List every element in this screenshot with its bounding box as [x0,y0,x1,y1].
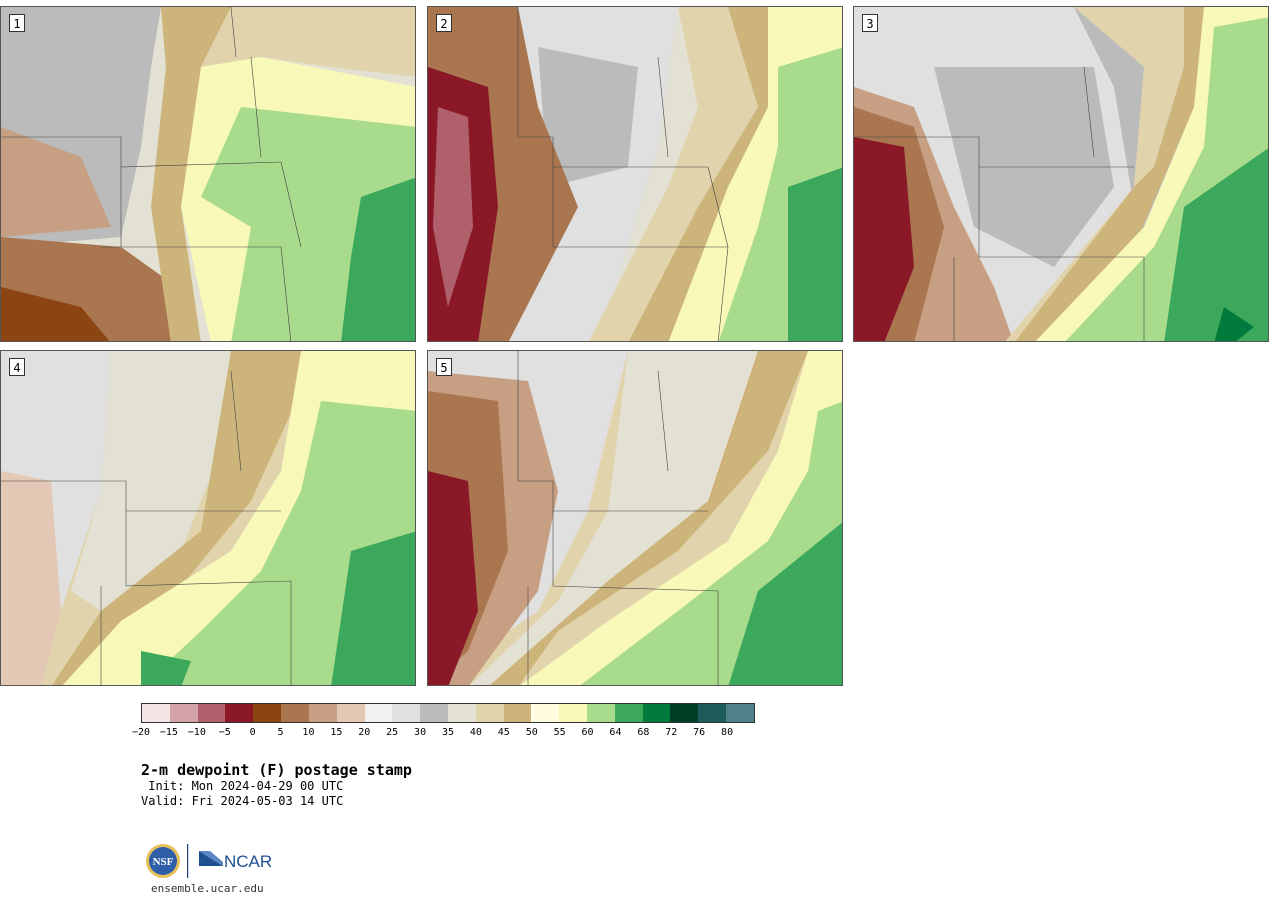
colorbar-tick-label: 72 [665,727,678,738]
colorbar-swatch [142,704,170,722]
colorbar-tick-labels: −20 −15 −10 −5 0 5 10 15 20 25 30 35 40 45 50 55 60 64 68 7… [132,727,755,741]
map-panel-3: 3 [853,6,1269,342]
figure-title: 2-m dewpoint (F) postage stamp [141,761,412,779]
colorbar-swatch [447,704,476,722]
colorbar-swatch [531,704,560,722]
colorbar-tick-label: 20 [358,727,371,738]
colorbar-tick-label: 25 [386,727,399,738]
colorbar-swatch [225,704,254,722]
logo-divider [187,844,189,878]
panel-number-2: 2 [436,14,452,32]
colorbar-tick-label: 15 [330,727,343,738]
colorbar-tick-label: −15 [159,727,178,738]
colorbar-swatch [169,704,198,722]
valid-time: Valid: Fri 2024-05-03 14 UTC [141,794,344,808]
colorbar-swatch [587,704,615,722]
svg-text:NCAR: NCAR [224,852,272,871]
colorbar-tick-label: 5 [277,727,284,738]
colorbar-tick-label: 60 [581,727,594,738]
colorbar-swatch [336,704,365,722]
colorbar-swatch [559,704,587,722]
colorbar-tick-label: 55 [553,727,566,738]
map-panel-1: 1 [0,6,416,342]
dewpoint-map-2 [428,7,842,341]
colorbar-swatch [308,704,337,722]
ncar-logo-icon: NCAR [199,851,272,871]
map-panel-4: 4 [0,350,416,686]
nsf-ncar-logo: NSF NCAR [146,844,272,878]
colorbar-swatch [392,704,421,722]
colorbar-swatch [253,704,282,722]
colorbar-tick-label: 30 [414,727,427,738]
colorbar-swatch [281,704,309,722]
colorbar-swatch [726,704,754,722]
nsf-logo-icon: NSF [146,844,180,878]
colorbar-tick-label: 68 [637,727,650,738]
colorbar-swatch [642,704,671,722]
dewpoint-map-4 [1,351,415,685]
colorbar-tick-label: −10 [187,727,206,738]
colorbar-tick-label: 10 [302,727,315,738]
colorbar-tick-label: 40 [469,727,482,738]
panel-number-4: 4 [9,358,25,376]
colorbar-tick-label: 0 [249,727,256,738]
colorbar-tick-label: −5 [218,727,231,738]
dewpoint-map-3 [854,7,1268,341]
dewpoint-map-5 [428,351,842,685]
colorbar-tick-label: 64 [609,727,622,738]
colorbar-tick-label: 80 [721,727,734,738]
panel-number-5: 5 [436,358,452,376]
colorbar-tick-label: 45 [497,727,510,738]
colorbar-swatch [503,704,532,722]
colorbar-swatch [420,704,448,722]
colorbar-swatch [197,704,226,722]
init-time: Init: Mon 2024-04-29 00 UTC [141,779,344,793]
logo-group: NSF NCAR [143,842,283,882]
colorbar-swatch [475,704,504,722]
dewpoint-colorbar [141,703,755,723]
colorbar-swatch [698,704,727,722]
colorbar-swatch [670,704,699,722]
colorbar-tick-label: 35 [441,727,455,738]
map-panel-5: 5 [427,350,843,686]
panel-number-1: 1 [9,14,25,32]
panel-number-3: 3 [862,14,878,32]
colorbar-swatch [364,704,393,722]
site-url[interactable]: ensemble.ucar.edu [151,882,264,895]
map-panel-2: 2 [427,6,843,342]
dewpoint-map-1 [1,7,415,341]
colorbar-tick-label: 76 [693,727,706,738]
colorbar-swatch [614,704,643,722]
svg-text:NSF: NSF [153,856,174,868]
colorbar-tick-label: −20 [131,727,151,738]
colorbar-tick-label: 50 [525,727,538,738]
